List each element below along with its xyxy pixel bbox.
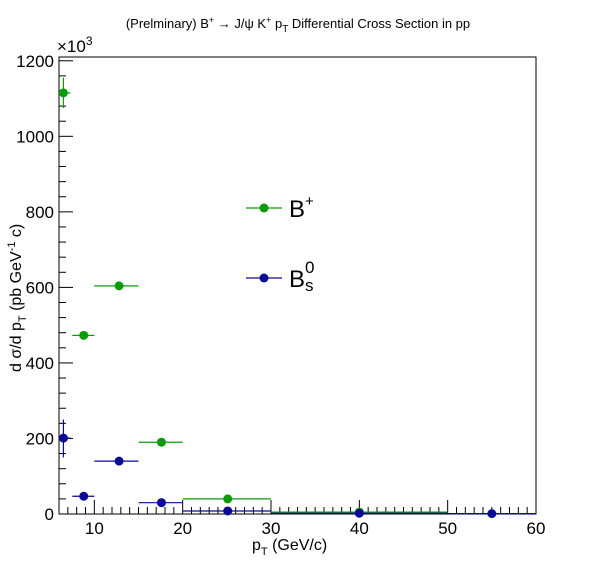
y-axis-title-b: (pb GeV [8, 251, 25, 315]
x-tick-label: 50 [438, 519, 457, 538]
y-tick-label: 800 [26, 203, 54, 222]
y-tick-label: 1000 [16, 127, 54, 146]
legend-label-bplus-sup: + [305, 193, 314, 210]
multiplier-exponent: 3 [86, 34, 93, 48]
x-axis-title-sub: T [261, 546, 268, 558]
title-part-post: Differential Cross Section in pp [288, 16, 470, 31]
legend-label-bs0: B0 s [289, 258, 314, 295]
multiplier-base: ×10 [57, 37, 86, 56]
data-point [58, 433, 68, 443]
title-sup-1: + [209, 15, 214, 25]
title-sub: T [282, 24, 288, 35]
title-part-arrow: → J/ψ K [214, 16, 266, 31]
title-part-pre: (Prelminary) B [126, 16, 209, 31]
data-point [79, 330, 89, 340]
y-tick-label: 200 [26, 429, 54, 448]
series-1 [58, 419, 536, 519]
x-axis-title-rest: (GeV/c) [268, 537, 328, 554]
y-axis-multiplier: ×103 [57, 34, 93, 56]
data-point [156, 437, 166, 447]
x-tick-label: 30 [262, 519, 281, 538]
x-tick-label: 40 [350, 519, 369, 538]
legend-label-bs0-sub: s [305, 276, 314, 295]
data-point [114, 281, 124, 291]
x-axis-title: pT (GeV/c) [252, 537, 327, 558]
legend-label-bs0-name: B [289, 266, 305, 293]
legend-marker-bplus [259, 203, 269, 213]
x-tick-label: 20 [173, 519, 192, 538]
y-axis-tick-labels: 0 200 400 600 800 1000 1200 [16, 52, 54, 524]
legend-label-bplus-name: B [289, 196, 305, 223]
title-sup-2: + [266, 15, 271, 25]
y-axis-title-sub: T [17, 315, 29, 322]
data-point [223, 494, 233, 504]
y-tick-label: 0 [45, 505, 54, 524]
data-point [223, 506, 233, 516]
y-axis-title-sup: -1 [6, 242, 18, 252]
data-point [354, 508, 364, 518]
legend-entry-bs0: B0 s [246, 258, 314, 295]
legend-entry-bplus: B+ [246, 193, 314, 223]
y-axis-title-a: d σ/d p [8, 322, 25, 372]
y-axis-ticks [59, 60, 73, 515]
y-axis-title-c: c) [8, 224, 25, 242]
data-point [156, 498, 166, 508]
x-axis-tick-labels: 10 20 30 40 50 60 [85, 519, 546, 538]
y-axis-title: d σ/d pT (pb GeV-1 c) [6, 224, 29, 372]
legend-label-bplus: B+ [289, 193, 314, 223]
data-point [79, 491, 89, 501]
chart-title: (Prelminary) B+ → J/ψ K+ pT Differential… [126, 15, 470, 35]
legend: B+ B0 s [246, 193, 314, 295]
legend-label-bs0-sup: 0 [305, 258, 314, 277]
data-point [114, 456, 124, 466]
x-tick-label: 60 [527, 519, 546, 538]
y-tick-label: 600 [26, 278, 54, 297]
series-0 [58, 77, 448, 517]
legend-marker-bs0 [259, 273, 269, 283]
data-point [487, 509, 497, 519]
y-tick-label: 400 [26, 354, 54, 373]
title-part-mid: p [271, 16, 282, 31]
y-tick-label: 1200 [16, 52, 54, 71]
data-point [58, 88, 68, 98]
x-axis-title-main: p [252, 537, 261, 554]
x-tick-label: 10 [85, 519, 104, 538]
data-series [58, 77, 536, 519]
